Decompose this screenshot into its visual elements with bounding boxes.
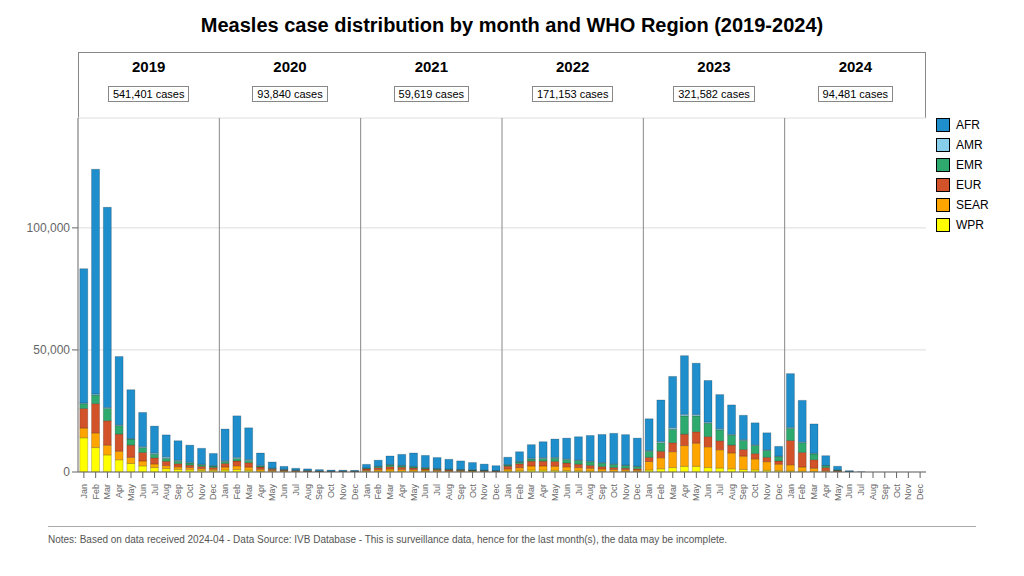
svg-text:Mar: Mar [102, 484, 112, 500]
svg-text:Apr: Apr [821, 484, 831, 498]
svg-text:50,000: 50,000 [33, 343, 70, 357]
svg-text:Jul: Jul [715, 484, 725, 496]
html-text:Measles case distribution by m: Measles case distribution by month and W… [200, 14, 824, 36]
svg-text:Jun: Jun [703, 484, 713, 499]
svg-text:Jun: Jun [420, 484, 430, 499]
svg-text:Feb: Feb [797, 484, 807, 500]
svg-text:Sep: Sep [738, 484, 748, 500]
svg-text:Sep: Sep [314, 484, 324, 500]
html-text:SEAR: SEAR [956, 198, 989, 212]
svg-text:Feb: Feb [373, 484, 383, 500]
html-text:59,619 cases: 59,619 cases [398, 88, 464, 100]
svg-text:Mar: Mar [526, 484, 536, 500]
svg-text:Jul: Jul [432, 484, 442, 496]
svg-text:Feb: Feb [656, 484, 666, 500]
html-text:2024: 2024 [838, 58, 872, 75]
svg-text:Oct: Oct [750, 484, 760, 499]
svg-text:Jul: Jul [291, 484, 301, 496]
svg-text:Dec: Dec [632, 484, 642, 501]
svg-text:Oct: Oct [468, 484, 478, 499]
svg-text:Aug: Aug [444, 484, 454, 500]
svg-text:Feb: Feb [232, 484, 242, 500]
svg-text:Sep: Sep [456, 484, 466, 500]
svg-text:Apr: Apr [256, 484, 266, 498]
svg-text:Dec: Dec [491, 484, 501, 501]
svg-text:Nov: Nov [762, 484, 772, 501]
svg-text:Apr: Apr [114, 484, 124, 498]
svg-text:Aug: Aug [161, 484, 171, 500]
svg-text:Sep: Sep [173, 484, 183, 500]
svg-text:Jan: Jan [79, 484, 89, 499]
svg-text:Apr: Apr [397, 484, 407, 498]
svg-text:Nov: Nov [621, 484, 631, 501]
svg-text:Aug: Aug [585, 484, 595, 500]
svg-text:Feb: Feb [515, 484, 525, 500]
svg-text:Aug: Aug [303, 484, 313, 500]
svg-text:May: May [409, 484, 419, 502]
html-text:321,582 cases: 321,582 cases [678, 88, 750, 100]
html-text:AFR: AFR [956, 118, 980, 132]
svg-text:Jan: Jan [786, 484, 796, 499]
svg-text:Mar: Mar [809, 484, 819, 500]
svg-text:Jan: Jan [362, 484, 372, 499]
svg-text:Mar: Mar [385, 484, 395, 500]
svg-text:Jan: Jan [644, 484, 654, 499]
html-text:2022: 2022 [556, 58, 590, 75]
svg-text:Dec: Dec [208, 484, 218, 501]
html-text:2019: 2019 [132, 58, 166, 75]
svg-text:Dec: Dec [774, 484, 784, 501]
html-text:AMR: AMR [956, 138, 983, 152]
html-text:EUR: EUR [956, 178, 982, 192]
svg-text:Nov: Nov [479, 484, 489, 501]
svg-text:Sep: Sep [880, 484, 890, 500]
html-text:EMR: EMR [956, 158, 983, 172]
svg-text:Mar: Mar [668, 484, 678, 500]
html-text:94,481 cases: 94,481 cases [822, 88, 888, 100]
html-text:171,153 cases: 171,153 cases [536, 88, 609, 100]
svg-text:Oct: Oct [185, 484, 195, 499]
html-text:541,401 cases: 541,401 cases [112, 88, 185, 100]
svg-text:Dec: Dec [915, 484, 925, 501]
svg-text:Jul: Jul [856, 484, 866, 496]
svg-text:Oct: Oct [326, 484, 336, 499]
svg-text:May: May [126, 484, 136, 502]
svg-text:Nov: Nov [197, 484, 207, 501]
svg-text:Jan: Jan [220, 484, 230, 499]
svg-text:100,000: 100,000 [27, 221, 71, 235]
svg-text:Jul: Jul [574, 484, 584, 496]
svg-text:Aug: Aug [727, 484, 737, 500]
html-text:WPR: WPR [956, 218, 984, 232]
svg-text:May: May [833, 484, 843, 502]
svg-text:Mar: Mar [244, 484, 254, 500]
svg-text:Nov: Nov [338, 484, 348, 501]
svg-text:May: May [550, 484, 560, 502]
html-text:93,840 cases: 93,840 cases [257, 88, 323, 100]
svg-text:Oct: Oct [609, 484, 619, 499]
svg-text:May: May [267, 484, 277, 502]
svg-text:Feb: Feb [91, 484, 101, 500]
svg-text:Apr: Apr [538, 484, 548, 498]
svg-text:Dec: Dec [350, 484, 360, 501]
svg-text:Jan: Jan [503, 484, 513, 499]
svg-text:Apr: Apr [680, 484, 690, 498]
svg-text:Jun: Jun [138, 484, 148, 499]
svg-text:Jun: Jun [844, 484, 854, 499]
svg-text:Oct: Oct [892, 484, 902, 499]
svg-text:Nov: Nov [903, 484, 913, 501]
svg-text:Aug: Aug [868, 484, 878, 500]
html-text:2021: 2021 [414, 58, 448, 75]
svg-text:Jul: Jul [150, 484, 160, 496]
html-text:Notes: Based on data received: Notes: Based on data received 2024-04 - … [48, 534, 728, 545]
svg-text:Sep: Sep [597, 484, 607, 500]
svg-text:Jun: Jun [279, 484, 289, 499]
html-text:2020: 2020 [273, 58, 307, 75]
svg-text:May: May [691, 484, 701, 502]
svg-text:Jun: Jun [562, 484, 572, 499]
html-text:2023: 2023 [697, 58, 731, 75]
svg-text:0: 0 [63, 465, 70, 479]
